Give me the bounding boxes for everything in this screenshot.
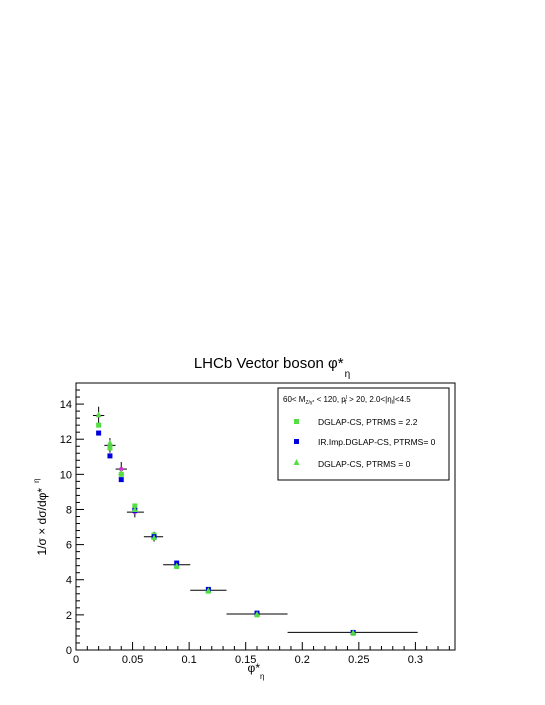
legend-label-dglap-0: DGLAP-CS, PTRMS = 0 <box>318 459 411 469</box>
series-point-1 <box>107 453 113 459</box>
y-tick-label: 8 <box>66 504 72 516</box>
series-point-2 <box>106 439 113 446</box>
y-axis: 0 2 4 6 8 10 12 14 <box>60 389 84 657</box>
y-tick-label: 6 <box>66 540 72 552</box>
series-point-0 <box>132 503 138 509</box>
x-tick-label: 0.3 <box>408 654 423 666</box>
y-tick-label: 10 <box>60 469 72 481</box>
model-series <box>95 411 357 636</box>
legend: 60< MZ/γ* < 120, pl T > 20, 2.0<|ηl|<4.5 … <box>277 387 450 481</box>
series-point-1 <box>118 477 124 483</box>
series-point-2 <box>173 562 180 569</box>
x-tick-label: 0.2 <box>295 654 310 666</box>
series-point-2 <box>350 629 357 635</box>
legend-marker-dglap-2.2 <box>294 419 299 424</box>
y-tick-label: 0 <box>66 645 72 657</box>
x-tick-label: 0.1 <box>181 654 196 666</box>
series-point-0 <box>107 445 113 451</box>
x-axis: 0 0.05 0.1 0.15 0.2 0.25 0.3 <box>73 642 450 666</box>
series-point-2 <box>95 411 102 418</box>
legend-label-dglap-2.2: DGLAP-CS, PTRMS = 2.2 <box>318 417 418 427</box>
x-axis-label: φ*η <box>248 661 265 681</box>
series-point-1 <box>96 430 102 436</box>
legend-box <box>277 387 450 481</box>
series-point-2 <box>151 534 158 541</box>
legend-header: 60< MZ/γ* < 120, pl T > 20, 2.0<|ηl|<4.5 <box>283 395 411 406</box>
series-point-2 <box>254 610 261 617</box>
series-point-2 <box>118 469 125 476</box>
x-tick-label: 0 <box>73 654 79 666</box>
chart-title: LHCb Vector boson φ*η <box>194 355 350 380</box>
series-point-0 <box>96 422 102 428</box>
x-tick-label: 0.05 <box>122 654 143 666</box>
y-tick-label: 2 <box>66 610 72 622</box>
x-tick-label: 0.15 <box>235 654 256 666</box>
y-tick-label: 14 <box>60 399 72 411</box>
legend-marker-dglap-0 <box>293 459 300 465</box>
y-tick-label: 12 <box>60 434 72 446</box>
y-axis-label: 1/σ × dσ/dφ*η <box>32 478 49 555</box>
y-tick-label: 4 <box>66 575 72 587</box>
legend-label-ir-imp: IR.Imp.DGLAP-CS, PTRMS= 0 <box>318 437 436 447</box>
x-tick-label: 0.25 <box>348 654 369 666</box>
legend-marker-ir-imp <box>294 439 299 444</box>
series-point-2 <box>131 506 138 512</box>
series-point-2 <box>205 587 212 593</box>
